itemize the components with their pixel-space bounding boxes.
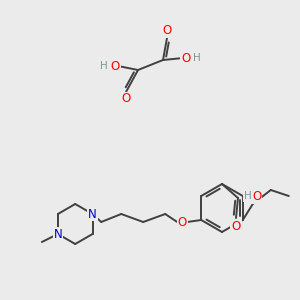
Text: N: N: [88, 208, 97, 220]
Text: H: H: [100, 61, 108, 71]
Text: N: N: [53, 227, 62, 241]
Text: O: O: [252, 190, 261, 203]
Text: O: O: [231, 220, 241, 232]
Text: O: O: [110, 59, 120, 73]
Text: O: O: [122, 92, 130, 106]
Text: H: H: [193, 53, 201, 63]
Text: O: O: [182, 52, 190, 64]
Text: O: O: [162, 25, 172, 38]
Text: O: O: [178, 217, 187, 230]
Text: H: H: [244, 191, 252, 201]
